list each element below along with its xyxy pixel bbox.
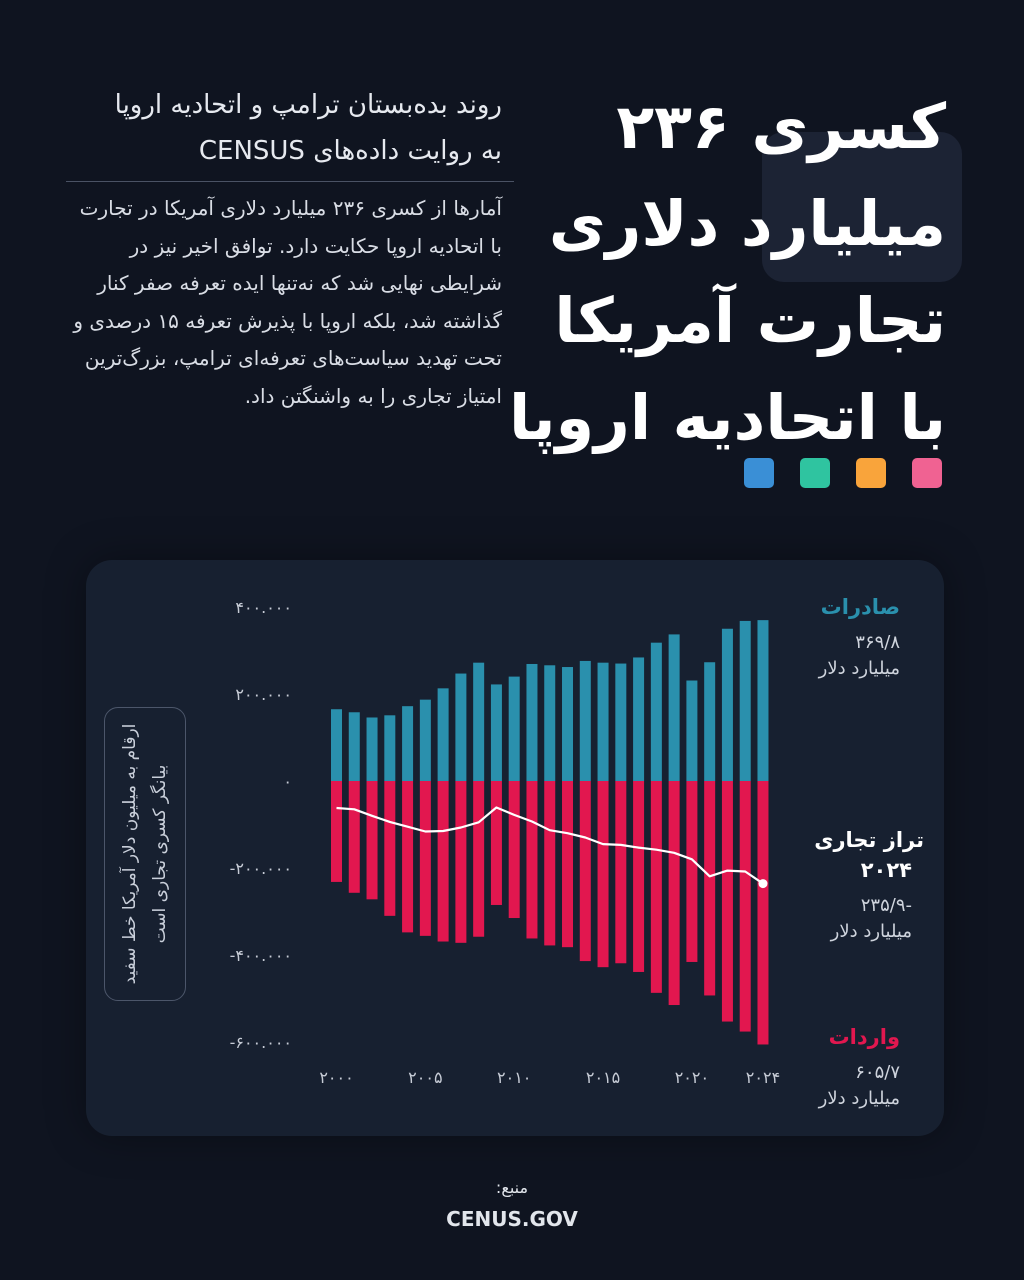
export-bar-2003 [384,715,396,781]
import-bar-2007 [455,781,467,943]
import-bar-2004 [402,781,414,933]
title: کسری ۲۳۶ میلیارد دلاری تجارت آمریکا با ا… [509,78,946,466]
imports-value: ۶۰۵/۷ [855,1062,900,1083]
y-tick-label: -۶۰۰.۰۰۰ [230,1033,292,1052]
export-bar-2000 [331,709,342,781]
y-tick-label: ۴۰۰.۰۰۰ [235,598,292,617]
export-bar-2007 [455,673,467,781]
dot-blue [744,458,774,488]
import-bar-2020 [686,781,698,962]
chart-note: ارقام به میلیون دلار آمریکا خط سفید بیان… [104,707,186,1001]
import-bar-2002 [366,781,378,900]
exports-value: ۳۶۹/۸ [855,632,900,653]
export-bar-2002 [366,717,378,781]
export-bar-2018 [650,642,662,781]
export-bar-2005 [419,699,431,781]
import-bar-2022 [721,781,733,1022]
exports-summary: صادرات ۳۶۹/۸ میلیارد دلار [680,592,900,682]
export-bar-2021 [704,662,716,781]
export-bar-2014 [579,660,591,781]
balance-year: ۲۰۲۴ [860,858,912,882]
subtitle: روند بده‌بستان ترامپ و اتحادیه اروپا به … [52,82,502,174]
y-tick-label: -۲۰۰.۰۰۰ [230,859,292,878]
divider [66,181,514,182]
export-bar-2011 [526,663,538,781]
export-bar-2020 [686,680,698,781]
x-tick-label: ۲۰۰۰ [319,1068,353,1087]
import-bar-2015 [597,781,609,968]
subtitle-line-2: به روایت داده‌های CENSUS [198,136,502,166]
x-tick-label: ۲۰۱۵ [586,1068,620,1087]
title-line-3: تجارت آمریکا [554,284,946,357]
import-bar-2001 [348,781,360,893]
color-dots [744,458,942,488]
x-tick-label: ۲۰۲۰ [675,1068,709,1087]
export-bar-2012 [544,665,556,781]
export-bar-2015 [597,662,609,781]
imports-unit: میلیارد دلار [818,1088,900,1109]
import-bar-2017 [633,781,645,972]
exports-label: صادرات [820,595,900,619]
import-bar-2021 [704,781,716,996]
balance-summary: تراز تجاری ۲۰۲۴ -۲۳۵/۹ میلیارد دلار [704,825,924,945]
source-value: CENUS.GOV [446,1207,578,1231]
export-bar-2016 [615,663,627,781]
imports-label: واردات [828,1025,900,1049]
title-highlight-box [762,132,962,282]
source-label: منبع: [495,1178,529,1197]
export-bar-2001 [348,712,360,781]
body-paragraph: آمارها از کسری ۲۳۶ میلیارد دلاری آمریکا … [73,196,502,408]
x-tick-label: ۲۰۲۴ [746,1068,780,1087]
y-tick-label: ۲۰۰.۰۰۰ [235,685,292,704]
x-tick-label: ۲۰۱۰ [497,1068,531,1087]
balance-label: تراز تجاری [814,828,924,852]
import-bar-2011 [526,781,538,939]
subtitle-line-1: روند بده‌بستان ترامپ و اتحادیه اروپا [114,90,502,120]
import-bar-2000 [331,781,342,882]
export-bar-2019 [668,634,680,781]
exports-unit: میلیارد دلار [818,658,900,679]
export-bar-2017 [633,657,645,781]
import-bar-2023 [739,781,751,1032]
y-tick-label: -۴۰۰.۰۰۰ [230,946,292,965]
dot-orange [856,458,886,488]
import-bar-2024 [757,781,769,1045]
title-line-1: کسری ۲۳۶ [616,90,946,163]
export-bar-2006 [437,688,449,781]
title-line-2: میلیارد دلاری [548,187,946,260]
import-bar-2009 [490,781,502,905]
balance-value: -۲۳۵/۹ [860,895,912,916]
import-bar-2013 [562,781,574,948]
balance-line [336,806,764,885]
import-bar-2008 [473,781,485,937]
balance-end-point [758,879,768,889]
import-bar-2003 [384,781,396,916]
import-bar-2016 [615,781,627,964]
import-bar-2019 [668,781,680,1006]
export-bar-2013 [562,667,574,781]
export-bar-2009 [490,684,502,781]
import-bar-2018 [650,781,662,993]
dot-pink [912,458,942,488]
import-bar-2010 [508,781,520,919]
import-bar-2006 [437,781,449,942]
title-line-4: با اتحادیه اروپا [509,381,946,454]
export-bar-2004 [402,706,414,781]
export-bar-2008 [473,662,485,781]
import-bar-2012 [544,781,556,946]
export-bar-2023 [739,620,751,781]
dot-green [800,458,830,488]
balance-unit: میلیارد دلار [830,921,912,942]
imports-summary: واردات ۶۰۵/۷ میلیارد دلار [680,1022,900,1112]
y-tick-label: ۰ [283,772,292,791]
x-tick-label: ۲۰۰۵ [408,1068,442,1087]
export-bar-2024 [757,620,769,781]
import-bar-2005 [419,781,431,936]
import-bar-2014 [579,781,591,962]
export-bar-2010 [508,676,520,781]
export-bar-2022 [721,628,733,781]
chart-note-text: ارقام به میلیون دلار آمریکا خط سفید بیان… [120,723,170,985]
